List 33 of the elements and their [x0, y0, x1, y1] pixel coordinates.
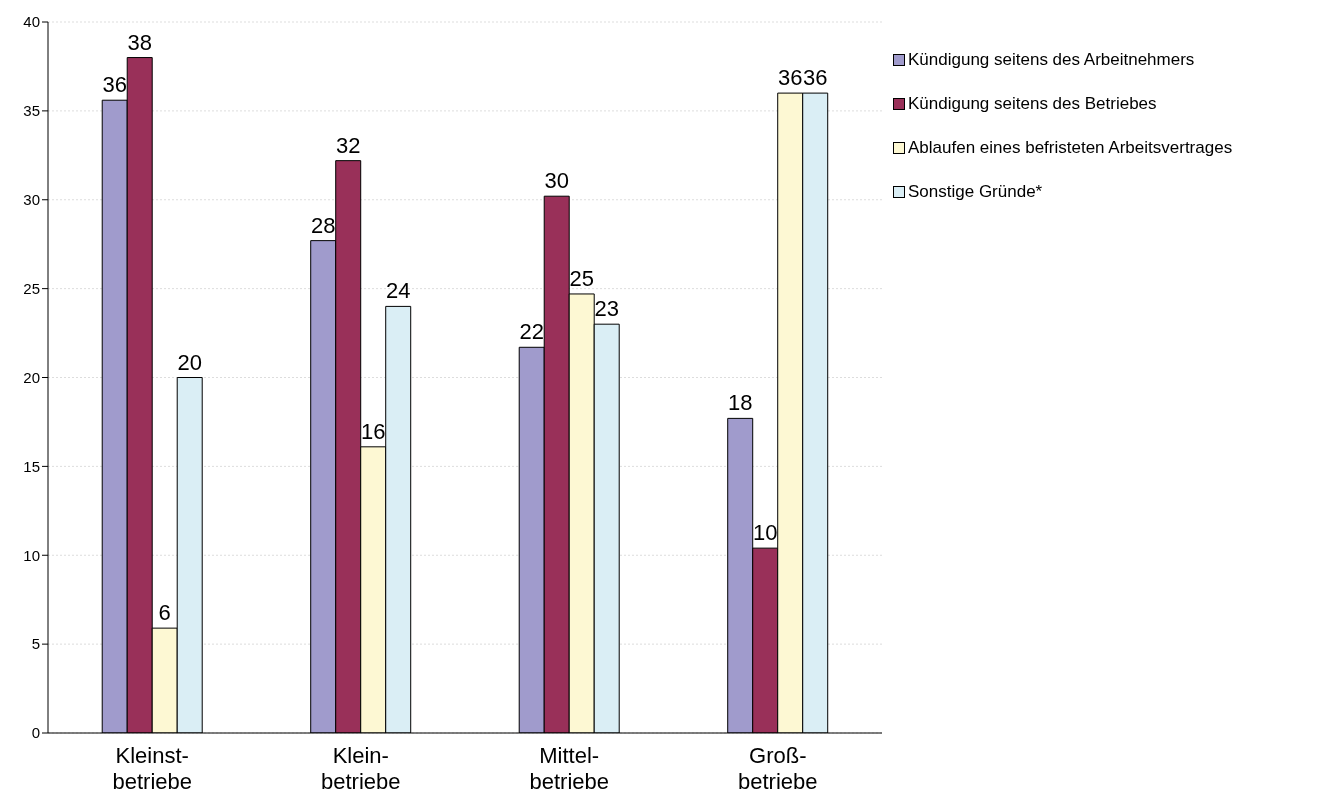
data-label: 18 [727, 390, 753, 416]
y-tick-label: 15 [23, 457, 40, 475]
y-tick-label: 35 [23, 102, 40, 120]
data-label: 28 [310, 212, 336, 238]
data-label: 36 [777, 65, 803, 91]
legend-label: Kündigung seitens des Arbeitnehmers [908, 49, 1195, 71]
x-tick-label: Klein- betriebe [320, 743, 401, 794]
y-tick-label: 25 [23, 279, 40, 297]
x-tick-label: Kleinst- betriebe [112, 743, 193, 794]
data-label: 23 [594, 296, 619, 322]
data-label: 16 [360, 418, 386, 444]
data-label: 36 [102, 72, 127, 98]
y-tick-label: 5 [31, 635, 40, 653]
data-label: 30 [544, 168, 569, 194]
data-label: 20 [177, 349, 202, 375]
y-tick-label: 10 [23, 546, 40, 564]
legend-label: Sonstige Gründe* [908, 181, 1043, 203]
x-tick-label: Mittel- betriebe [529, 743, 610, 794]
x-tick-label: Groß- betriebe [737, 743, 818, 794]
legend-label: Kündigung seitens des Betriebes [908, 93, 1157, 115]
data-label: 10 [752, 520, 778, 546]
data-label: 24 [385, 278, 411, 304]
y-tick-label: 20 [23, 368, 40, 386]
y-tick-label: 30 [23, 191, 40, 209]
data-label: 38 [127, 29, 152, 55]
data-label: 6 [158, 600, 171, 626]
data-label: 32 [335, 132, 361, 158]
data-label: 36 [802, 65, 828, 91]
data-label: 22 [519, 319, 544, 345]
data-label: 25 [569, 265, 594, 291]
y-tick-label: 40 [23, 13, 40, 31]
y-tick-label: 0 [31, 724, 40, 742]
legend-label: Ablaufen eines befristeten Arbeitsvertrages [908, 137, 1233, 159]
